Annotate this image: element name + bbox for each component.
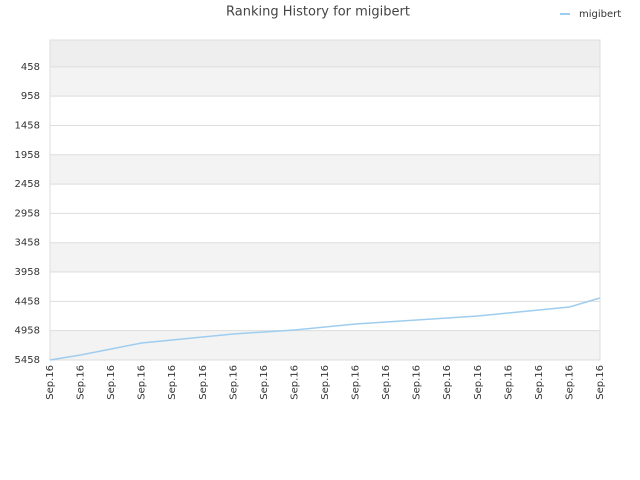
- y-tick-label: 5458: [15, 355, 40, 366]
- y-tick-label: 458: [21, 62, 40, 73]
- y-tick-label: 4958: [15, 326, 40, 337]
- y-tick-label: 4458: [15, 296, 40, 307]
- y-tick-label: 958: [21, 91, 40, 102]
- x-tick-label: Sep.16: [381, 365, 392, 400]
- x-tick-label: Sep.16: [228, 365, 239, 400]
- data-line: [49, 297, 601, 361]
- x-tick-label: Sep.16: [198, 365, 209, 400]
- x-tick-label: Sep.16: [320, 365, 331, 400]
- legend-label: migibert: [579, 9, 621, 20]
- x-tick-label: Sep.16: [564, 365, 575, 400]
- x-tick-label: Sep.16: [503, 365, 514, 400]
- x-tick-label: Sep.16: [473, 365, 484, 400]
- x-tick-label: Sep.16: [45, 365, 56, 400]
- band: [50, 242, 600, 273]
- y-tick-label: 2458: [15, 179, 40, 190]
- x-tick-label: Sep.16: [595, 365, 606, 400]
- x-tick-label: Sep.16: [137, 365, 148, 400]
- x-tick-label: Sep.16: [106, 365, 117, 400]
- y-tick-label: 1958: [15, 150, 40, 161]
- band: [50, 330, 600, 360]
- x-tick-label: Sep.16: [289, 365, 300, 400]
- band: [50, 154, 600, 185]
- band: [50, 66, 600, 97]
- x-tick-label: Sep.16: [534, 365, 545, 400]
- x-tick-label: Sep.16: [351, 365, 362, 400]
- x-tick-label: Sep.16: [167, 365, 178, 400]
- y-tick-label: 3458: [15, 238, 40, 249]
- band: [50, 40, 600, 67]
- x-tick-label: Sep.16: [442, 365, 453, 400]
- y-tick-label: 2958: [15, 208, 40, 219]
- y-tick-label: 1458: [15, 120, 40, 131]
- y-tick-label: 3958: [15, 267, 40, 278]
- x-tick-label: Sep.16: [259, 365, 270, 400]
- x-tick-label: Sep.16: [412, 365, 423, 400]
- chart-title: Ranking History for migibert: [226, 5, 410, 20]
- x-tick-label: Sep.16: [76, 365, 87, 400]
